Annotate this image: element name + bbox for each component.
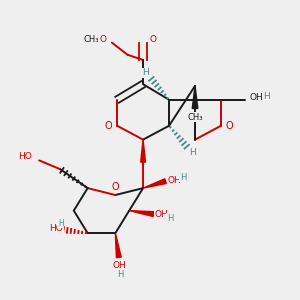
Polygon shape [192,86,198,108]
Text: O: O [112,182,119,192]
Text: HO: HO [50,224,63,233]
Text: O: O [226,121,233,131]
Text: OH: OH [249,93,263,102]
Polygon shape [129,211,154,217]
Text: CH₃: CH₃ [83,35,99,44]
Text: H: H [117,269,124,278]
Text: OH: OH [112,260,126,269]
Text: O: O [105,121,112,131]
Text: H: H [58,219,64,228]
Polygon shape [116,233,121,258]
Text: H: H [142,68,149,77]
Polygon shape [141,140,146,162]
Text: H: H [263,92,269,101]
Polygon shape [143,179,166,188]
Text: O: O [100,35,107,44]
Text: OH: OH [154,210,168,219]
Text: H: H [180,172,186,182]
Text: CH₃: CH₃ [187,112,203,122]
Text: HO: HO [18,152,32,161]
Text: OH: OH [167,176,181,185]
Text: H: H [167,214,173,223]
Text: O: O [149,35,156,44]
Text: H: H [189,148,196,157]
